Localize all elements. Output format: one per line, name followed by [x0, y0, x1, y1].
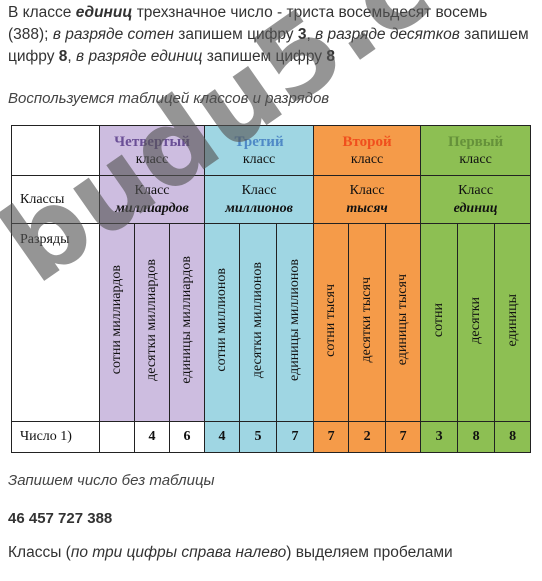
digit-value	[99, 421, 135, 453]
classes-row: Классы Класс миллиардов Класс миллионов Кл…	[11, 175, 532, 224]
class-name: миллионов	[225, 200, 293, 216]
digit-name-cell: десятки	[457, 223, 496, 422]
text: ,	[306, 26, 316, 43]
digit-name-cell: сотни	[420, 223, 459, 422]
class-name: миллиардов	[115, 200, 189, 216]
header-class-2: Второй класс	[313, 125, 422, 176]
class-name-cell: Класс миллиардов	[98, 175, 206, 224]
digit-name-cell: сотни миллионов	[204, 223, 241, 422]
digit-value: 7	[313, 421, 350, 453]
footer-text: Классы (по три цифры справа налево) выде…	[8, 544, 453, 562]
digit-bold: 8	[326, 48, 335, 65]
text: запишем цифру	[202, 48, 327, 65]
text: ,	[67, 48, 77, 65]
digit-value: 8	[457, 421, 496, 453]
text: (388);	[8, 26, 53, 43]
class-name: единиц	[453, 200, 498, 216]
digit-value: 7	[385, 421, 422, 453]
intro-paragraph: В классе единиц трехзначное число - трис…	[8, 2, 542, 68]
digit-name: сотни миллиардов	[109, 265, 124, 375]
text: запишем	[459, 26, 529, 43]
header-class-1: Первый класс	[420, 125, 532, 176]
digit-name: сотни миллионов	[214, 268, 230, 372]
intro-line-3: цифру 8, в разряде единиц запишем цифру …	[8, 46, 542, 68]
text-italic: в разряде единиц	[76, 48, 203, 65]
intro-line-2: (388); в разряде сотен запишем цифру 3, …	[8, 24, 542, 46]
result-number: 46 457 727 388	[8, 510, 113, 527]
class-name-cell: Класс единиц	[420, 175, 532, 224]
digit-name: единицы тысяч	[395, 274, 411, 366]
digit-name-cell: десятки тысяч	[348, 223, 387, 422]
digit-name-cell: единицы миллиардов	[168, 223, 206, 422]
digit-value: 4	[204, 421, 241, 453]
class-word: класс	[135, 151, 169, 167]
class-title: Первый	[448, 133, 504, 150]
digit-value: 3	[420, 421, 459, 453]
text: ) выделяем пробелами	[286, 544, 453, 561]
digit-name: десятки	[468, 296, 484, 344]
digits-label: Разряды	[11, 223, 100, 422]
digit-value: 8	[494, 421, 532, 453]
digit-value: 6	[168, 421, 206, 453]
classes-table: Четвертый класс Третий класс Второй класс П…	[11, 125, 532, 453]
digit-value: 7	[276, 421, 315, 453]
digit-name: единицы	[504, 293, 520, 347]
digit-name-cell: десятки миллионов	[239, 223, 278, 422]
text: Классы (	[8, 544, 71, 561]
intro-line-1: В классе единиц трехзначное число - трис…	[8, 2, 542, 24]
text-emphasis: единиц	[75, 4, 133, 21]
text: цифру	[8, 48, 59, 65]
class-word: класс	[350, 151, 384, 167]
text-italic: в разряде десятков	[315, 26, 460, 43]
digit-name-cell: единицы миллионов	[276, 223, 315, 422]
digit-name-cell: сотни тысяч	[313, 223, 350, 422]
class-word: Класс	[349, 182, 385, 198]
number-row: Число 1) 4 6 4 5 7 7 2 7 3 8 8	[11, 421, 532, 453]
header-row: Четвертый класс Третий класс Второй класс П…	[11, 125, 532, 176]
digit-name: единицы миллионов	[287, 259, 303, 381]
digits-row: Разряды сотни миллиардов десятки миллиар…	[11, 223, 532, 422]
digit-name-cell: сотни миллиардов	[99, 223, 135, 422]
class-title: Четвертый	[114, 133, 190, 150]
text-italic: по три цифры справа налево	[70, 544, 287, 561]
digit-bold: 8	[58, 48, 68, 65]
note-without-table: Запишем число без таблицы	[8, 472, 215, 489]
digit-value: 2	[348, 421, 387, 453]
class-title: Второй	[342, 133, 392, 150]
digit-value: 4	[134, 421, 170, 453]
class-word: класс	[242, 151, 276, 167]
class-name-cell: Класс миллионов	[204, 175, 315, 224]
class-word: Класс	[241, 182, 277, 198]
text: трехзначное число - триста восемьдесят в…	[132, 4, 488, 21]
empty-cell	[11, 125, 100, 176]
digit-name-cell: единицы тысяч	[385, 223, 422, 422]
text: запишем цифру	[173, 26, 298, 43]
header-class-3: Третий класс	[204, 125, 315, 176]
digit-name-cell: десятки миллиардов	[134, 223, 170, 422]
class-word: Класс	[134, 182, 170, 198]
text-italic: в разряде сотен	[52, 26, 174, 43]
digit-name-cell: единицы	[494, 223, 532, 422]
digit-name: десятки тысяч	[359, 277, 375, 363]
class-name: тысяч	[346, 200, 388, 216]
digit-name: десятки миллиардов	[144, 259, 159, 381]
class-name-cell: Класс тысяч	[313, 175, 422, 224]
class-word: класс	[459, 151, 492, 167]
digit-value: 5	[239, 421, 278, 453]
note-use-table: Воспользуемся таблицей классов и разрядо…	[8, 90, 330, 107]
text: В классе	[8, 4, 76, 21]
digit-name: сотни	[431, 302, 447, 338]
digit-name: сотни тысяч	[323, 283, 339, 357]
classes-label: Классы	[11, 175, 100, 224]
number-label: Число 1)	[11, 421, 100, 453]
header-class-4: Четвертый класс	[98, 125, 206, 176]
class-word: Класс	[458, 182, 494, 198]
digit-name: десятки миллионов	[250, 261, 266, 379]
digit-bold: 3	[297, 26, 307, 43]
class-title: Третий	[234, 133, 284, 150]
digit-name: единицы миллиардов	[179, 256, 195, 384]
